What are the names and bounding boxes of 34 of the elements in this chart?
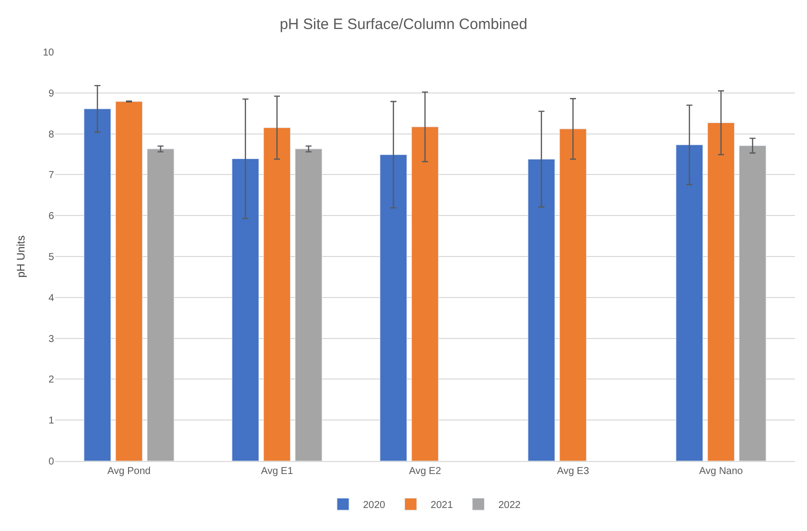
bar bbox=[707, 122, 735, 461]
y-tick-label: 2 bbox=[48, 374, 54, 386]
bar bbox=[738, 145, 766, 461]
x-tick-label: Avg E2 bbox=[408, 466, 442, 477]
bar bbox=[559, 128, 587, 461]
bar bbox=[411, 126, 439, 461]
bar bbox=[528, 158, 556, 461]
bar bbox=[676, 144, 704, 461]
x-tick-label: Avg E3 bbox=[556, 466, 590, 477]
bar bbox=[380, 154, 408, 461]
bar bbox=[115, 101, 143, 461]
bar bbox=[294, 148, 322, 461]
y-tick-label: 6 bbox=[48, 211, 54, 222]
y-tick-label: 5 bbox=[48, 252, 54, 263]
y-tick-label: 4 bbox=[48, 292, 54, 304]
y-tick-label: 7 bbox=[48, 170, 54, 182]
legend-label: 2021 bbox=[430, 500, 454, 512]
legend-label: 2022 bbox=[498, 500, 522, 512]
chart-title: pH Site E Surface/Column Combined bbox=[280, 16, 528, 34]
y-axis-title: pH Units bbox=[16, 234, 28, 278]
bar bbox=[263, 127, 291, 461]
bar bbox=[146, 148, 174, 461]
y-tick-label: 1 bbox=[48, 416, 54, 427]
bar bbox=[232, 158, 260, 461]
y-tick-label: 3 bbox=[48, 334, 54, 345]
y-tick-label: 8 bbox=[48, 129, 54, 140]
y-tick-label: 9 bbox=[48, 88, 54, 100]
y-tick-label: 0 bbox=[48, 456, 54, 468]
x-tick-label: Avg Nano bbox=[699, 466, 744, 477]
legend-label: 2020 bbox=[363, 500, 386, 512]
x-tick-label: Avg E1 bbox=[260, 466, 294, 477]
y-tick-label: 10 bbox=[42, 48, 54, 58]
x-tick-label: Avg Pond bbox=[107, 466, 151, 477]
bar bbox=[84, 108, 112, 461]
